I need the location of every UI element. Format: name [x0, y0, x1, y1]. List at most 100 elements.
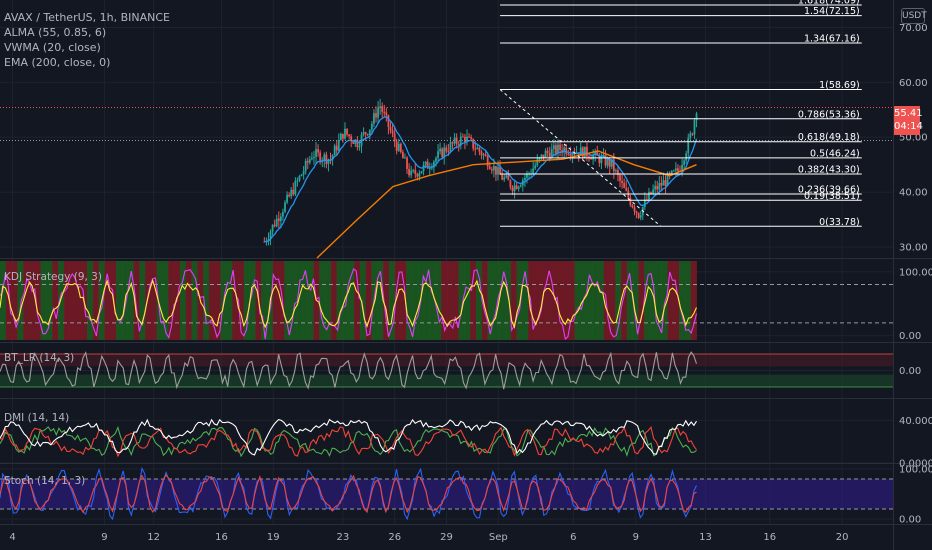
price-scale[interactable]: 70.00 60.00 50.00 40.00 30.00 100.00 0.00 0.00 4…	[899, 23, 932, 526]
x-tick-label: Sep	[489, 532, 508, 543]
candle-body	[621, 180, 623, 183]
candle-body	[501, 174, 504, 180]
kdj-background-band	[475, 261, 483, 340]
kdj-background-band	[638, 261, 645, 340]
kdj-background-band	[319, 261, 326, 340]
candle-body	[685, 153, 688, 161]
candle-body	[540, 154, 543, 158]
y-tick-label: 30.00	[899, 243, 928, 254]
kdj-background-band	[510, 261, 518, 340]
candle-body	[441, 148, 444, 158]
kdj-background-band	[208, 261, 216, 340]
candle-body	[546, 150, 549, 153]
indicator-ema[interactable]: EMA (200, close, 0)	[4, 56, 111, 69]
btlr-pane[interactable]	[0, 351, 893, 390]
price-pane[interactable]	[0, 98, 893, 259]
candle-body	[478, 147, 481, 152]
stoch-pane-title[interactable]: Stoch (14, 1, 3)	[4, 475, 86, 487]
candle-body	[629, 197, 632, 205]
dmi-pane[interactable]	[0, 418, 697, 458]
kdj-background-band	[626, 261, 634, 340]
candle-body	[282, 211, 284, 217]
kdj-background-band	[232, 261, 239, 340]
candle-body	[472, 138, 475, 149]
kdj-background-band	[632, 261, 639, 340]
dmi-pane-title[interactable]: DMI (14, 14)	[4, 412, 70, 424]
candle-body	[571, 153, 574, 156]
candle-body	[373, 113, 375, 124]
candle-body	[660, 183, 663, 186]
candle-body	[302, 171, 305, 175]
candle-body	[648, 191, 650, 201]
kdj-background-band	[377, 261, 384, 340]
candle-body	[379, 106, 382, 108]
candle-body	[370, 123, 373, 130]
kdj-background-band	[46, 261, 53, 340]
y-tick-label: 0.00	[899, 331, 921, 342]
kdj-background-band	[679, 261, 686, 340]
fib-level-label: 0.618(49.18)	[798, 132, 860, 143]
y-tick-label: 50.00	[899, 133, 928, 144]
kdj-background-band	[104, 261, 111, 340]
candle-body	[548, 152, 551, 159]
candle-body	[401, 152, 404, 159]
candle-body	[356, 139, 359, 148]
stoch-pane[interactable]	[0, 466, 893, 521]
candle-body	[426, 161, 429, 169]
time-scale[interactable]: 4 9 12 16 19 23 26 29 Sep 6 9 13 16 20	[9, 532, 848, 543]
kdj-background-band	[226, 261, 233, 340]
kdj-background-band	[23, 261, 30, 340]
candle-body	[323, 154, 326, 161]
y-tick-label: 0.00	[899, 366, 921, 377]
candle-body	[410, 170, 413, 176]
kdj-pane-title[interactable]: KDJ Strategy (9, 3)	[4, 271, 102, 283]
candle-body	[339, 133, 342, 141]
kdj-background-band	[429, 261, 436, 340]
candle-body	[269, 231, 272, 240]
candle-body	[488, 166, 491, 169]
kdj-pane[interactable]	[0, 261, 893, 341]
indicator-vwma[interactable]: VWMA (20, close)	[4, 41, 101, 54]
candle-body	[674, 168, 677, 171]
x-tick-label: 19	[267, 532, 280, 543]
kdj-background-band	[296, 261, 303, 340]
candle-body	[292, 189, 295, 195]
kdj-background-band	[127, 261, 134, 340]
kdj-background-band	[336, 261, 343, 340]
fib-level-label: 0.236(39.66)	[798, 184, 860, 195]
kdj-background-band	[586, 261, 593, 340]
candle-body	[381, 106, 384, 112]
candle-body	[681, 164, 683, 172]
indicator-alma[interactable]: ALMA (55, 0.85, 6)	[4, 26, 107, 39]
kdj-background-band	[0, 261, 7, 340]
stoch-band	[0, 479, 893, 509]
candle-body	[561, 150, 564, 153]
kdj-background-band	[354, 261, 361, 340]
candle-body	[344, 128, 346, 139]
kdj-background-band	[179, 261, 187, 340]
countdown-timer: 04:14	[894, 121, 923, 132]
kdj-background-band	[325, 261, 332, 340]
x-tick-label: 9	[633, 532, 639, 543]
x-tick-label: 16	[215, 532, 228, 543]
candle-body	[672, 170, 675, 172]
kdj-background-band	[92, 261, 100, 340]
kdj-background-band	[563, 261, 570, 340]
candle-body	[337, 140, 340, 151]
kdj-background-band	[52, 261, 59, 340]
kdj-background-band	[522, 261, 529, 340]
btlr-pane-title[interactable]: BT_LR (14, 3)	[4, 352, 75, 364]
candle-body	[552, 145, 555, 150]
candle-body	[331, 155, 334, 160]
candle-body	[453, 137, 456, 144]
candle-body	[532, 168, 535, 174]
kdj-background-band	[237, 261, 245, 340]
currency-button[interactable]: USDT	[901, 8, 927, 24]
fib-retracement[interactable]: 1.618(74.09)1.54(72.15) 1.34(67.16) 1(58.6…	[499, 0, 862, 228]
candle-body	[563, 147, 566, 153]
kdj-background-band	[644, 261, 651, 340]
candle-body	[693, 120, 696, 135]
candle-body	[406, 157, 408, 169]
candle-body	[466, 136, 468, 143]
